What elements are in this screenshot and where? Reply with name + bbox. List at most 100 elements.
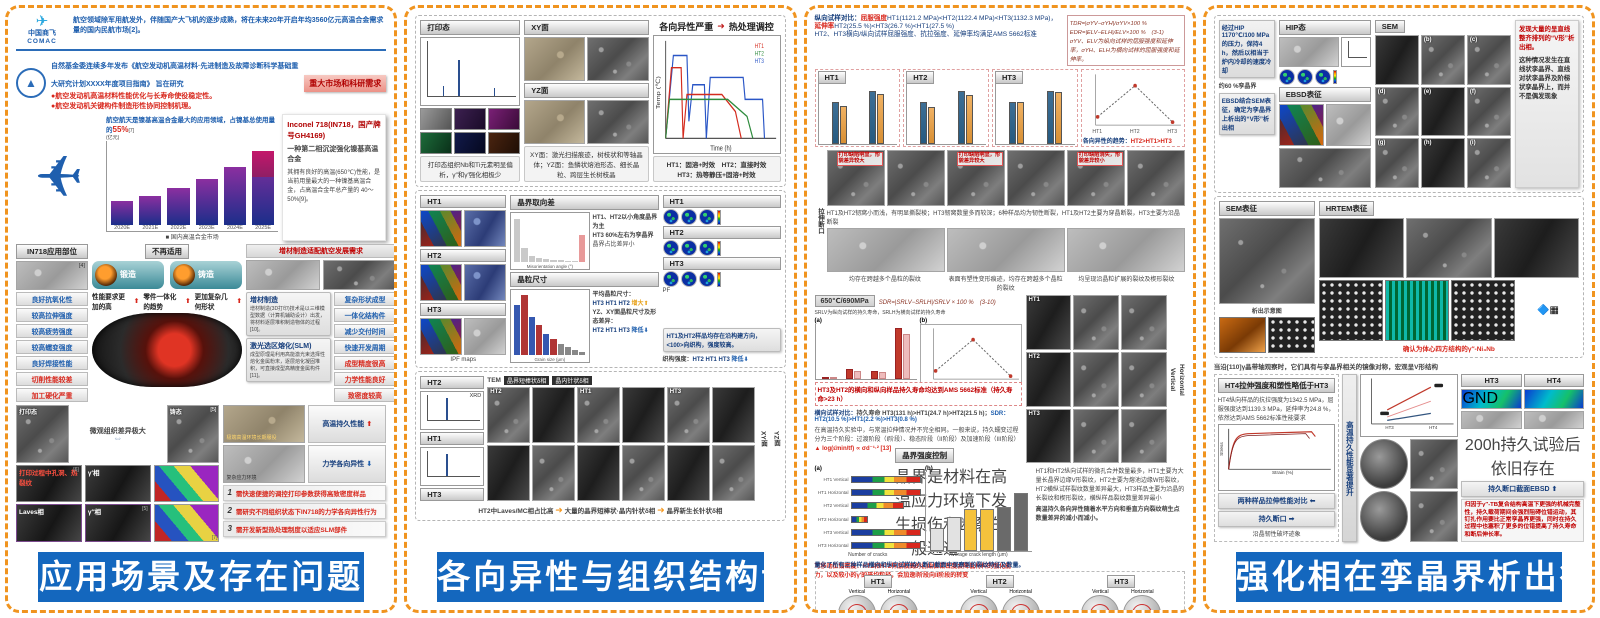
gnd-map-ht3: GND — [1461, 389, 1522, 410]
rupture-boost-chip: 高温持久性能显著提升 — [1342, 374, 1358, 542]
forging-image — [95, 263, 117, 286]
eds-map-ti — [488, 108, 521, 130]
conclusion-text: 归因于γ″-TB复合结构高温下更强的机械完整性，持久载荷期间会强烈阻碍位错运动，… — [1461, 499, 1584, 542]
fracture-schematic — [959, 595, 998, 610]
mis-note-1: HT1、HT2以小角度晶界为主 — [592, 215, 658, 230]
ht2-bc-map — [464, 264, 507, 301]
eds-map-sem — [420, 108, 453, 130]
crystal-structure-icons: 🔷▦ — [1537, 305, 1559, 317]
ipf-caption: IPF maps — [450, 357, 477, 363]
test-condition-chip: 650℃/690MPa — [814, 295, 875, 308]
stress-environment-image: 复杂应力环境 — [223, 444, 306, 483]
inconel-line2: 其拥有良好的高温(650℃)性能，是当前用量最大的一种镍基高温合金，占高温合金年… — [287, 170, 380, 203]
pole-figure — [662, 209, 679, 225]
xy-plane-side-label: XY面 — [759, 430, 767, 447]
svg-text:Temp (℃): Temp (℃) — [654, 76, 661, 109]
not-applicable-label: 不再适用 — [145, 243, 189, 259]
gs-note-1: 平均晶粒尺寸： — [592, 292, 635, 298]
orange-arrow-icon: ➜ — [555, 505, 563, 515]
am-demand-title: 增材制造适配航空发展需求 — [246, 243, 395, 258]
tensile-chart-ht1: HT1 — [814, 69, 901, 148]
crack-caption-2: 表面有塑性变形痕迹，均存在跨越多个晶粒的裂纹 — [948, 277, 1063, 293]
casting-card: 铸造 — [170, 260, 242, 289]
crack-caption-1: 均存在跨越多个晶粒的裂纹 — [848, 277, 921, 284]
tem-label: TEM — [487, 377, 501, 384]
issue-item-2: 2 需研究不同组织状态下IN718的力学各向异性行为 — [223, 502, 387, 519]
tem-tile — [532, 387, 575, 443]
pf-colorbar — [716, 209, 721, 225]
grain-size-histogram: Grain size (μm) — [510, 289, 590, 363]
yz-plane-micrograph — [524, 100, 586, 144]
longitudinal-compare-label: 纵向试样对比： — [814, 15, 861, 22]
fracture-round-image — [1360, 491, 1409, 542]
svg-text:HT4: HT4 — [1430, 425, 1439, 430]
ht4-header: HT4拉伸强度和塑性略低于HT3 — [1217, 378, 1336, 393]
ht1-ipf-map — [420, 210, 463, 247]
rupture-sem — [1121, 295, 1167, 351]
inconel-title: Inconel 718(IN718，国产牌号GH4169) — [287, 120, 381, 140]
delta-chain-2: 大量的晶界短棒状·晶内针状δ相 — [564, 508, 656, 515]
xrd-ht1-label: HT1 — [420, 432, 485, 445]
comac-logo-en: COMAC — [27, 38, 57, 45]
plane-caption: XY面：激光扫描痕迹，树枝状和等轴晶体；YZ面：鱼鳞状熔池形态、细长晶粒、跨层生… — [524, 146, 649, 182]
hrtem-tile — [1318, 217, 1405, 279]
fracture-sem: 打印缺陷明显，形貌差异较大 — [946, 150, 1005, 207]
fracture-schematics: HT1 Vertical Horizontal HT2 Vertical Horizon… — [814, 571, 1185, 610]
gs-note-2: YZ、XY面晶粒尺寸及形态差异： — [592, 310, 657, 325]
app-part-label: IN718应用部位 — [16, 243, 88, 259]
rupture-sem — [1073, 295, 1119, 351]
creep-law: ▲ log(ε̇min/tf) ∝ σd⁻¹·² [13] — [814, 446, 892, 453]
sdr-formula: SDR=|SRLV−SRLH|/SRLV × 100 % (3-10) — [878, 299, 996, 306]
svg-text:Time (h): Time (h) — [710, 145, 731, 153]
ht-definitions: HT1：固溶+时效 HT2：直接时效 HT3：热等静压+固溶+时效 — [652, 156, 781, 182]
delta-chain-1: HT2中Laves/MC相占比高 — [478, 508, 554, 515]
am-box-title: 增材制造 — [250, 296, 278, 304]
fracture-sem: 打印缺陷明显，形貌差异较大 — [826, 150, 885, 207]
issue-item-3: 3 需开发新型热处理制度以适应SLM部件 — [223, 520, 387, 537]
am-box-body: 增材制造(3D打印)技术是以三维模型数据（计算机辅助设计）出发，将材料逐层堆积制… — [250, 305, 326, 333]
pf-caption: PF — [662, 288, 671, 294]
misorientation-title: 晶界取向差 — [510, 195, 659, 210]
tem-tile — [487, 445, 531, 501]
xy-plane-label: XY面 — [524, 20, 649, 35]
rupture-bars — [814, 324, 917, 381]
increase-label: 增大 — [631, 301, 644, 307]
airplane-image: ✈ — [34, 145, 84, 211]
lattice-image — [1318, 280, 1383, 341]
svg-text:HT3: HT3 — [1386, 425, 1395, 430]
inconel-callout: Inconel 718(IN718，国产牌号GH4169) 一种第二相沉淀强化镍… — [282, 114, 387, 241]
as-cast-micrograph: 铸态 [5] — [166, 404, 220, 463]
sem-tile: (h) — [1420, 138, 1465, 188]
crack-analysis-text: HT1和HT2纵向试样的微孔合并数量最多，HT1主要为大量长晶界边缘V形裂纹，H… — [1035, 469, 1185, 503]
sem-charact-label: SEM表征 — [1218, 200, 1315, 216]
tem-tile — [666, 445, 710, 501]
heat-treatment-label: 热处理调控 — [728, 22, 774, 32]
eds-maps — [420, 108, 521, 154]
ht2-label: HT2 — [420, 249, 507, 262]
property-item: 较高拉伸强度 — [16, 307, 88, 322]
sem-tile: (f) — [1466, 86, 1511, 137]
crack-count-bars: HT1 Vertical HT1 Horizontal HT2 Vertical HT… — [815, 472, 922, 552]
rupture-sem: HT1 — [1025, 295, 1072, 351]
demand-1: 性能要求更加的高 — [92, 293, 125, 311]
down-arrow-icon: ⬇ — [643, 328, 649, 334]
misorientation-histogram: Misorientation angle (°) — [510, 212, 590, 270]
market-legend: ■ 国内高温合金市场 — [165, 234, 219, 241]
tem-tile — [621, 387, 665, 443]
xrd-ht3-label: HT3 — [420, 488, 485, 501]
trend-order: HT2>HT1>HT3 — [1130, 139, 1172, 146]
crack-caption-3: 均呈现沿晶粒扩展的裂纹及楔形裂纹 — [1078, 277, 1175, 284]
quantify-caption: 量化了所有三种样品横向和纵向试样持久断口截面中观察到的裂纹特征及数量。 — [814, 563, 1025, 570]
research-goal-1: ●航空发动机高温材料性能优化与长寿命使役稳定性。 — [51, 93, 217, 100]
delta-chain-3: 晶界新生长针状δ相 — [666, 508, 723, 515]
sem-overview — [1278, 148, 1371, 188]
slm-box-title: 激光选区熔化(SLM) — [250, 342, 312, 350]
tem-tile — [577, 445, 620, 501]
grain-size-title: 晶粒尺寸 — [510, 272, 659, 287]
crack-count-xlabel: Number of cracks — [848, 552, 888, 559]
eds-map-cr — [420, 132, 453, 154]
mirror-symmetry-caption: 当沿[110]γ晶带轴观察时，它们具有与孪晶界相关的镜像对称，宏观呈V形结构 — [1213, 364, 1439, 371]
advantage-item: 一体化结构件 — [334, 307, 395, 322]
ebsd-section-chip: 持久断口截面EBSD ⬆ — [1461, 481, 1584, 498]
panel-twin-precipitation: 经过HIP 1170℃/100 MPa的压力，保持4 h，然后以相当于炉内冷却的… — [1202, 5, 1595, 613]
